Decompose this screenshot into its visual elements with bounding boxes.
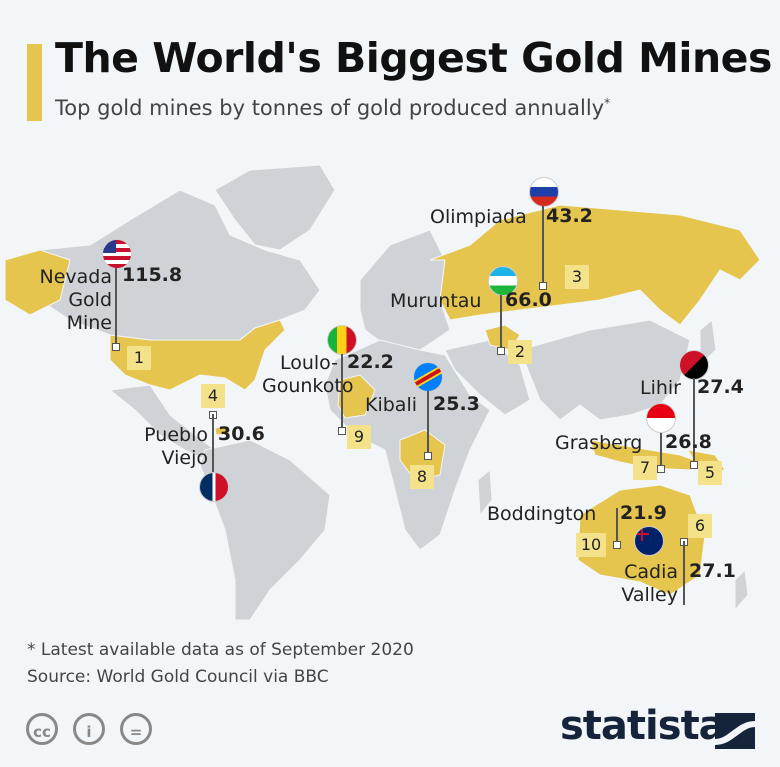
footnote: * Latest available data as of September … — [27, 640, 414, 660]
mine-9-name-line: Gounkoto — [262, 375, 354, 397]
leader-line — [542, 206, 544, 284]
world-map — [4, 164, 761, 621]
uzbekistan-flag-icon — [488, 266, 518, 296]
mine-8-name: Kibali — [365, 394, 417, 416]
mine-6-value: 27.1 — [689, 560, 736, 582]
mine-4-name-line: Viejo — [161, 447, 208, 469]
mine-9-value: 22.2 — [347, 351, 394, 373]
leader-line — [500, 295, 502, 350]
leader-line — [427, 391, 429, 455]
dominican-republic — [214, 425, 231, 436]
mine-2-value: 66.0 — [505, 289, 552, 311]
subtitle-footnote-mark: * — [604, 96, 611, 110]
leader-line — [115, 268, 117, 346]
leader-line — [693, 378, 695, 464]
mine-10-value: 21.9 — [620, 502, 667, 524]
source: Source: World Gold Council via BBC — [27, 667, 329, 687]
us-flag-icon — [102, 239, 132, 269]
alaska — [4, 249, 71, 316]
mine-2-marker — [497, 347, 505, 355]
mine-8-marker — [424, 452, 432, 460]
leader-line — [341, 354, 343, 430]
statista-logo[interactable]: statista — [560, 703, 726, 749]
mine-8-value: 25.3 — [433, 393, 480, 415]
south-america — [199, 439, 331, 621]
australia-flag-icon — [634, 526, 664, 556]
statista-logo-mark-icon — [715, 713, 755, 749]
canada — [4, 189, 321, 341]
asia-south-east — [519, 319, 691, 421]
mine-1-rank: 1 — [127, 346, 151, 370]
mine-2-name: Muruntau — [390, 290, 482, 312]
mine-4-value: 30.6 — [218, 423, 265, 445]
mine-3-name: Olimpiada — [430, 206, 527, 228]
mine-6-name: Cadia Valley — [600, 561, 678, 607]
indonesia-flag-icon — [646, 403, 676, 433]
mine-3-value: 43.2 — [546, 205, 593, 227]
mine-5-rank: 5 — [698, 461, 722, 485]
papua-new-guinea-flag-icon — [679, 350, 709, 380]
cc-license-icon[interactable]: cc — [26, 713, 58, 745]
new-zealand — [734, 568, 749, 612]
mine-1-name: Nevada Gold Mine — [32, 266, 113, 335]
dominican-republic-flag-icon — [199, 472, 229, 502]
mine-9-name-line: Loulo- — [279, 352, 338, 374]
mine-7-rank: 7 — [633, 456, 657, 480]
leader-line — [212, 414, 214, 474]
mine-7-name: Grasberg — [555, 432, 643, 454]
title-accent-bar — [27, 44, 42, 121]
mine-2-rank: 2 — [508, 340, 532, 364]
mine-6-rank: 6 — [688, 514, 712, 538]
mali — [337, 374, 376, 419]
mine-3-rank: 3 — [565, 265, 589, 289]
mine-6-name-line: Valley — [621, 584, 678, 606]
mine-10-marker — [613, 541, 621, 549]
madagascar — [477, 468, 493, 517]
mine-1-name-line: Gold — [68, 289, 112, 311]
mine-4-name-line: Pueblo — [144, 424, 208, 446]
mali-flag-icon — [327, 325, 357, 355]
united-states — [109, 319, 286, 391]
mine-1-name-line: Mine — [66, 312, 112, 334]
mine-5-marker — [690, 461, 698, 469]
mine-9-marker — [338, 427, 346, 435]
leader-line — [683, 541, 685, 605]
mine-1-value: 115.8 — [122, 264, 183, 286]
page-title: The World's Biggest Gold Mines — [55, 34, 772, 82]
mine-9-rank: 9 — [347, 425, 371, 449]
mine-7-marker — [657, 465, 665, 473]
dr-congo-flag-icon — [413, 362, 443, 392]
europe — [359, 229, 451, 351]
no-derivatives-icon[interactable]: = — [120, 713, 152, 745]
mine-8-rank: 8 — [410, 465, 434, 489]
mine-1-name-line: Nevada — [39, 266, 113, 288]
page-subtitle: Top gold mines by tonnes of gold produce… — [55, 96, 610, 120]
greenland — [214, 164, 336, 251]
leader-line — [616, 508, 618, 544]
mine-4-rank: 4 — [201, 384, 225, 408]
subtitle-text: Top gold mines by tonnes of gold produce… — [55, 96, 605, 120]
mine-1-marker — [112, 343, 120, 351]
mine-9-name: Loulo- Gounkoto — [262, 352, 354, 398]
mine-10-name: Boddington — [487, 503, 597, 525]
russia-flag-icon — [529, 177, 559, 207]
russia — [429, 204, 761, 326]
mine-5-value: 27.4 — [697, 376, 744, 398]
leader-line — [660, 433, 662, 468]
mine-5-name: Lihir — [640, 377, 681, 399]
mine-7-value: 26.8 — [665, 431, 712, 453]
mine-10-rank: 10 — [576, 533, 606, 557]
mine-3-marker — [539, 282, 547, 290]
mine-6-name-line: Cadia — [624, 561, 678, 583]
mine-4-name: Pueblo Viejo — [130, 424, 208, 470]
attribution-icon[interactable]: i — [73, 713, 105, 745]
